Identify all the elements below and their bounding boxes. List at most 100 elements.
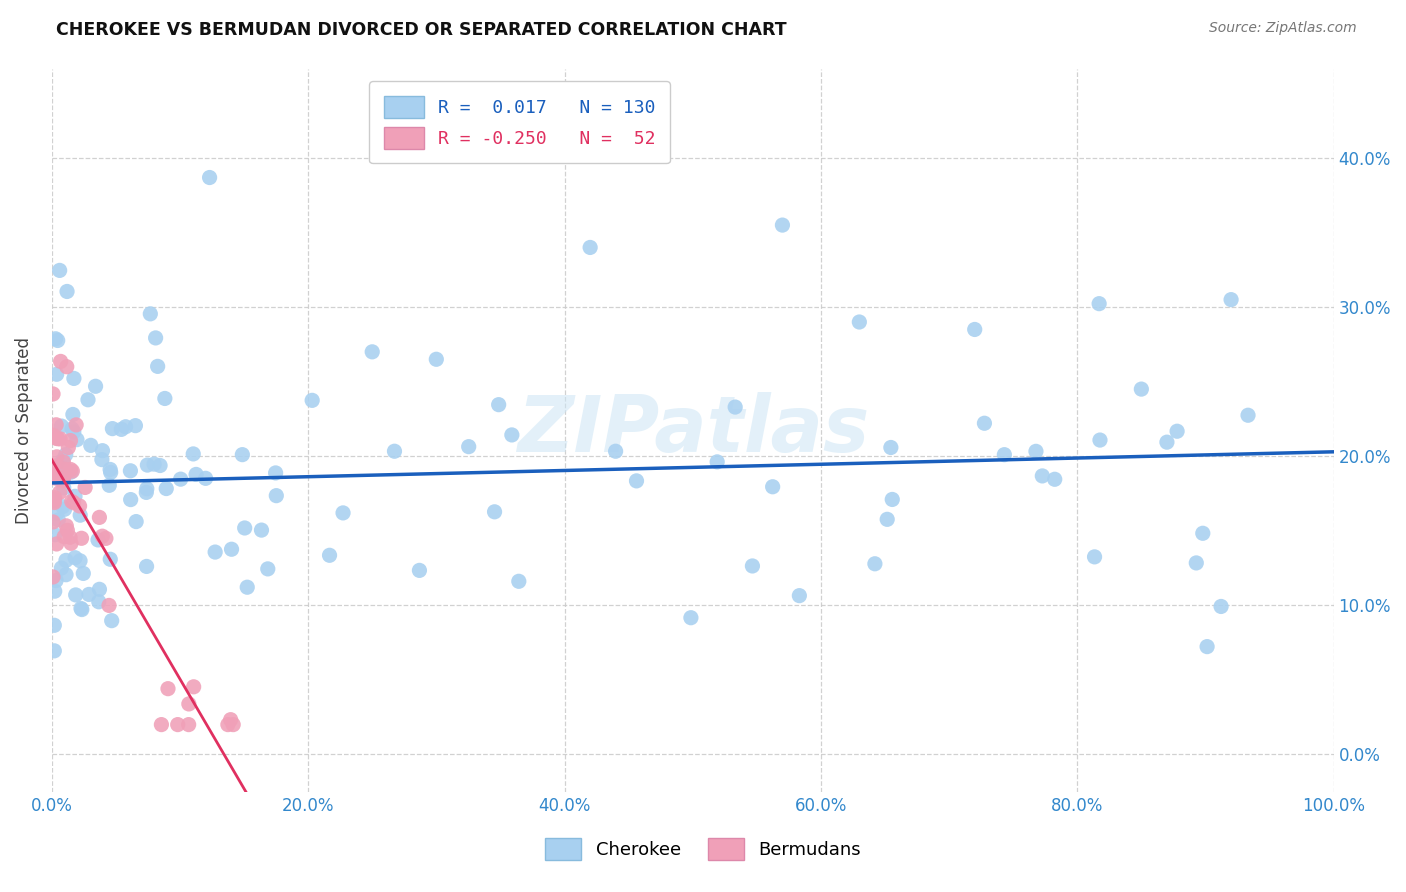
Point <box>49 354 72 368</box>
Point <box>250 523 273 537</box>
Point <box>770 218 793 232</box>
Point <box>62 425 84 439</box>
Point <box>70 601 93 615</box>
Point <box>384 444 406 458</box>
Point <box>46 334 69 348</box>
Point <box>48 472 70 486</box>
Point <box>42 387 65 401</box>
Point <box>408 563 430 577</box>
Point <box>125 515 148 529</box>
Point <box>882 492 904 507</box>
Point <box>626 474 648 488</box>
Point <box>45 431 67 445</box>
Point <box>198 170 221 185</box>
Point <box>194 471 217 485</box>
Point <box>65 417 87 432</box>
Point <box>45 574 67 588</box>
Point <box>98 462 121 476</box>
Legend: R =  0.017   N = 130, R = -0.250   N =  52: R = 0.017 N = 130, R = -0.250 N = 52 <box>370 81 669 163</box>
Point <box>136 458 159 472</box>
Point <box>1185 556 1208 570</box>
Point <box>183 680 205 694</box>
Point <box>89 582 111 597</box>
Point <box>52 455 75 469</box>
Point <box>66 433 89 447</box>
Point <box>1197 640 1219 654</box>
Point <box>70 602 93 616</box>
Point <box>1220 293 1243 307</box>
Point <box>848 315 870 329</box>
Point <box>98 599 121 613</box>
Point <box>55 519 77 533</box>
Point <box>45 507 67 521</box>
Point <box>90 452 112 467</box>
Point <box>169 472 191 486</box>
Point <box>221 542 243 557</box>
Point <box>256 562 278 576</box>
Point <box>863 557 886 571</box>
Point <box>49 432 72 446</box>
Point <box>1025 444 1047 458</box>
Point <box>236 580 259 594</box>
Point <box>45 368 67 382</box>
Point <box>101 422 124 436</box>
Point <box>62 408 84 422</box>
Point <box>1083 549 1105 564</box>
Point <box>1088 296 1111 310</box>
Point <box>46 432 69 446</box>
Point <box>332 506 354 520</box>
Point <box>55 359 77 374</box>
Point <box>87 595 110 609</box>
Point <box>484 505 506 519</box>
Text: ZIPatlas: ZIPatlas <box>516 392 869 468</box>
Point <box>84 379 107 393</box>
Point <box>59 465 82 479</box>
Point <box>1088 433 1111 447</box>
Y-axis label: Divorced or Separated: Divorced or Separated <box>15 336 32 524</box>
Point <box>184 467 207 482</box>
Point <box>219 713 242 727</box>
Point <box>55 567 77 582</box>
Point <box>63 371 86 385</box>
Legend: Cherokee, Bermudans: Cherokee, Bermudans <box>538 830 868 867</box>
Point <box>87 533 110 547</box>
Point <box>51 561 73 575</box>
Point <box>44 584 66 599</box>
Point <box>98 478 121 492</box>
Point <box>149 458 172 473</box>
Point <box>741 558 763 573</box>
Point <box>63 489 86 503</box>
Point <box>177 717 200 731</box>
Point <box>44 495 66 509</box>
Point <box>150 717 173 731</box>
Point <box>579 240 602 254</box>
Point <box>42 570 65 584</box>
Point <box>425 352 447 367</box>
Point <box>63 550 86 565</box>
Point <box>44 491 66 505</box>
Point <box>59 530 82 544</box>
Point <box>993 448 1015 462</box>
Point <box>177 697 200 711</box>
Point <box>69 499 91 513</box>
Point <box>233 521 256 535</box>
Point <box>488 398 510 412</box>
Point <box>48 263 70 277</box>
Point <box>44 528 66 542</box>
Point <box>120 492 142 507</box>
Point <box>724 400 747 414</box>
Point <box>963 322 986 336</box>
Point <box>44 618 66 632</box>
Point <box>135 485 157 500</box>
Point <box>231 448 253 462</box>
Point <box>706 455 728 469</box>
Point <box>77 392 100 407</box>
Point <box>155 482 177 496</box>
Point <box>89 510 111 524</box>
Point <box>679 611 702 625</box>
Point <box>1191 526 1213 541</box>
Point <box>52 500 75 514</box>
Point <box>100 466 122 480</box>
Point <box>1130 382 1153 396</box>
Point <box>56 285 79 299</box>
